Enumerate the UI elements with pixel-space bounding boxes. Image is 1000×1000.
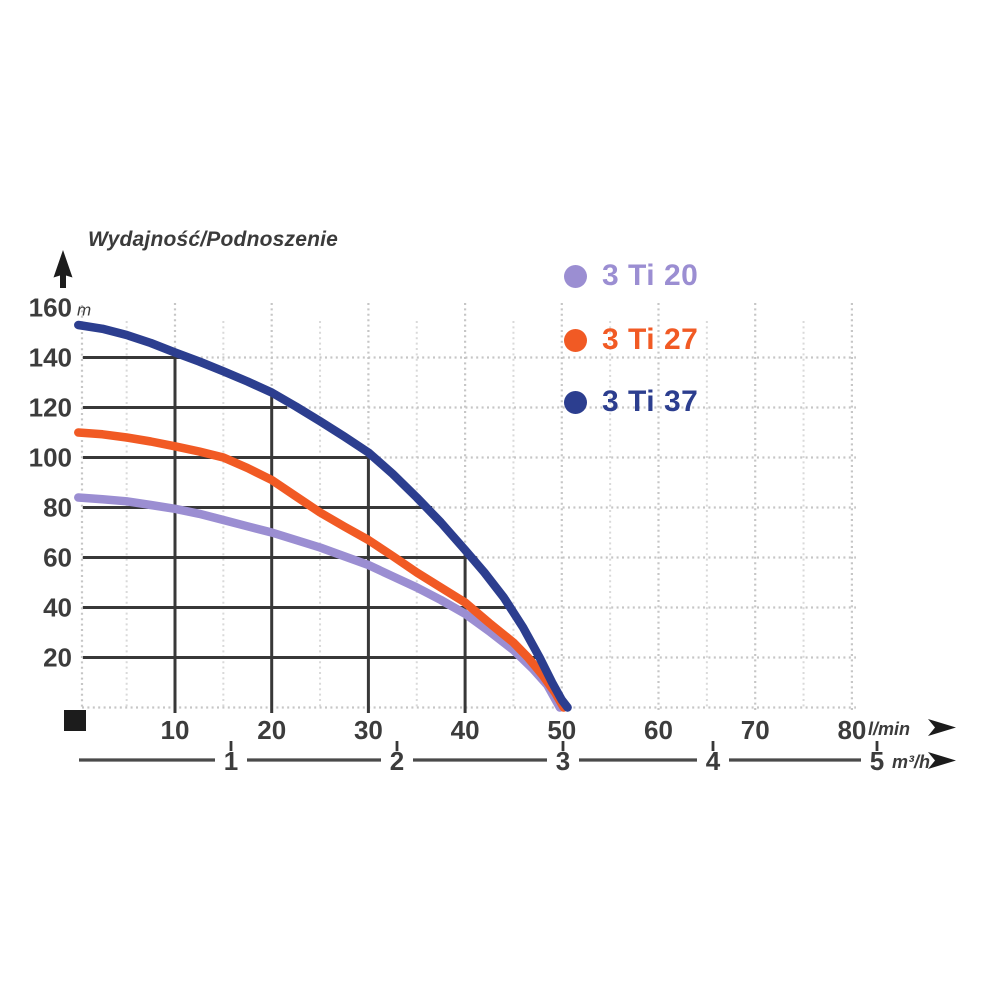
- svg-text:40: 40: [451, 715, 480, 745]
- svg-text:4: 4: [706, 746, 721, 776]
- y-axis-tick-labels: 20 40 60 80 100 120 140 160 m: [29, 293, 92, 673]
- y-axis-up-arrow-icon: [53, 250, 73, 288]
- svg-text:5: 5: [870, 746, 884, 776]
- svg-text:80: 80: [837, 715, 866, 745]
- svg-text:m³/h: m³/h: [892, 752, 930, 772]
- legend-dot-3ti37-icon: [564, 390, 587, 414]
- svg-text:2: 2: [390, 746, 404, 776]
- legend-dot-3ti27-icon: [564, 328, 587, 352]
- x-axis-m3h: 1 2 3 4 5 m³/h: [79, 741, 930, 776]
- axis-markers: [53, 250, 956, 769]
- x-axis-lmin-tick-labels: 10 20 30 40 50 60 70 80 l/min: [161, 715, 910, 745]
- legend-dot-3ti20-icon: [564, 264, 587, 288]
- solid-gridlines: [83, 355, 542, 713]
- legend-label-3ti37: 3 Ti 37: [602, 385, 699, 418]
- svg-text:70: 70: [741, 715, 770, 745]
- chart-title: Wydajność/Podnoszenie: [88, 228, 339, 251]
- svg-text:40: 40: [43, 593, 72, 623]
- svg-text:l/min: l/min: [868, 719, 910, 739]
- svg-text:10: 10: [161, 715, 190, 745]
- x-axis-lmin-arrow-icon: [928, 719, 956, 736]
- svg-text:140: 140: [29, 343, 72, 373]
- svg-text:60: 60: [644, 715, 673, 745]
- svg-text:100: 100: [29, 443, 72, 473]
- legend-item-3ti37: 3 Ti 37: [564, 385, 698, 419]
- legend-item-3ti20: 3 Ti 20: [564, 259, 698, 293]
- x-axis-m3h-arrow-icon: [928, 752, 956, 769]
- svg-text:20: 20: [257, 715, 286, 745]
- svg-text:80: 80: [43, 493, 72, 523]
- svg-text:30: 30: [354, 715, 383, 745]
- svg-text:1: 1: [224, 746, 238, 776]
- pump-curves: [74, 320, 572, 712]
- dotted-gridlines: [80, 303, 856, 713]
- svg-text:120: 120: [29, 393, 72, 423]
- svg-text:50: 50: [547, 715, 576, 745]
- svg-text:60: 60: [43, 543, 72, 573]
- svg-text:20: 20: [43, 643, 72, 673]
- svg-text:m: m: [77, 301, 91, 320]
- svg-text:3: 3: [556, 746, 570, 776]
- svg-text:160: 160: [29, 293, 72, 323]
- legend-label-3ti20: 3 Ti 20: [602, 259, 699, 292]
- legend-label-3ti27: 3 Ti 27: [602, 323, 699, 356]
- legend-item-3ti27: 3 Ti 27: [564, 323, 698, 357]
- origin-square-marker: [64, 710, 86, 731]
